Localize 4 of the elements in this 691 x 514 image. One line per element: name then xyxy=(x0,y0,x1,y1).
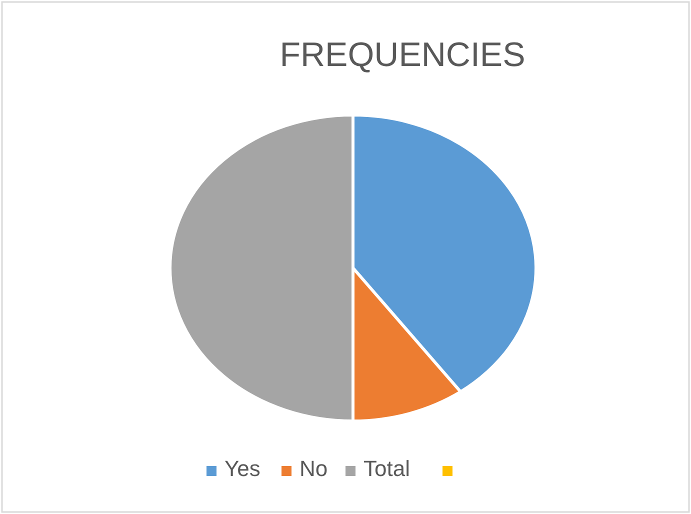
chart-title: FREQUENCIES xyxy=(280,36,526,74)
legend-label: Total xyxy=(364,456,410,481)
legend-label: Yes xyxy=(224,456,260,481)
legend-label: No xyxy=(300,456,328,481)
